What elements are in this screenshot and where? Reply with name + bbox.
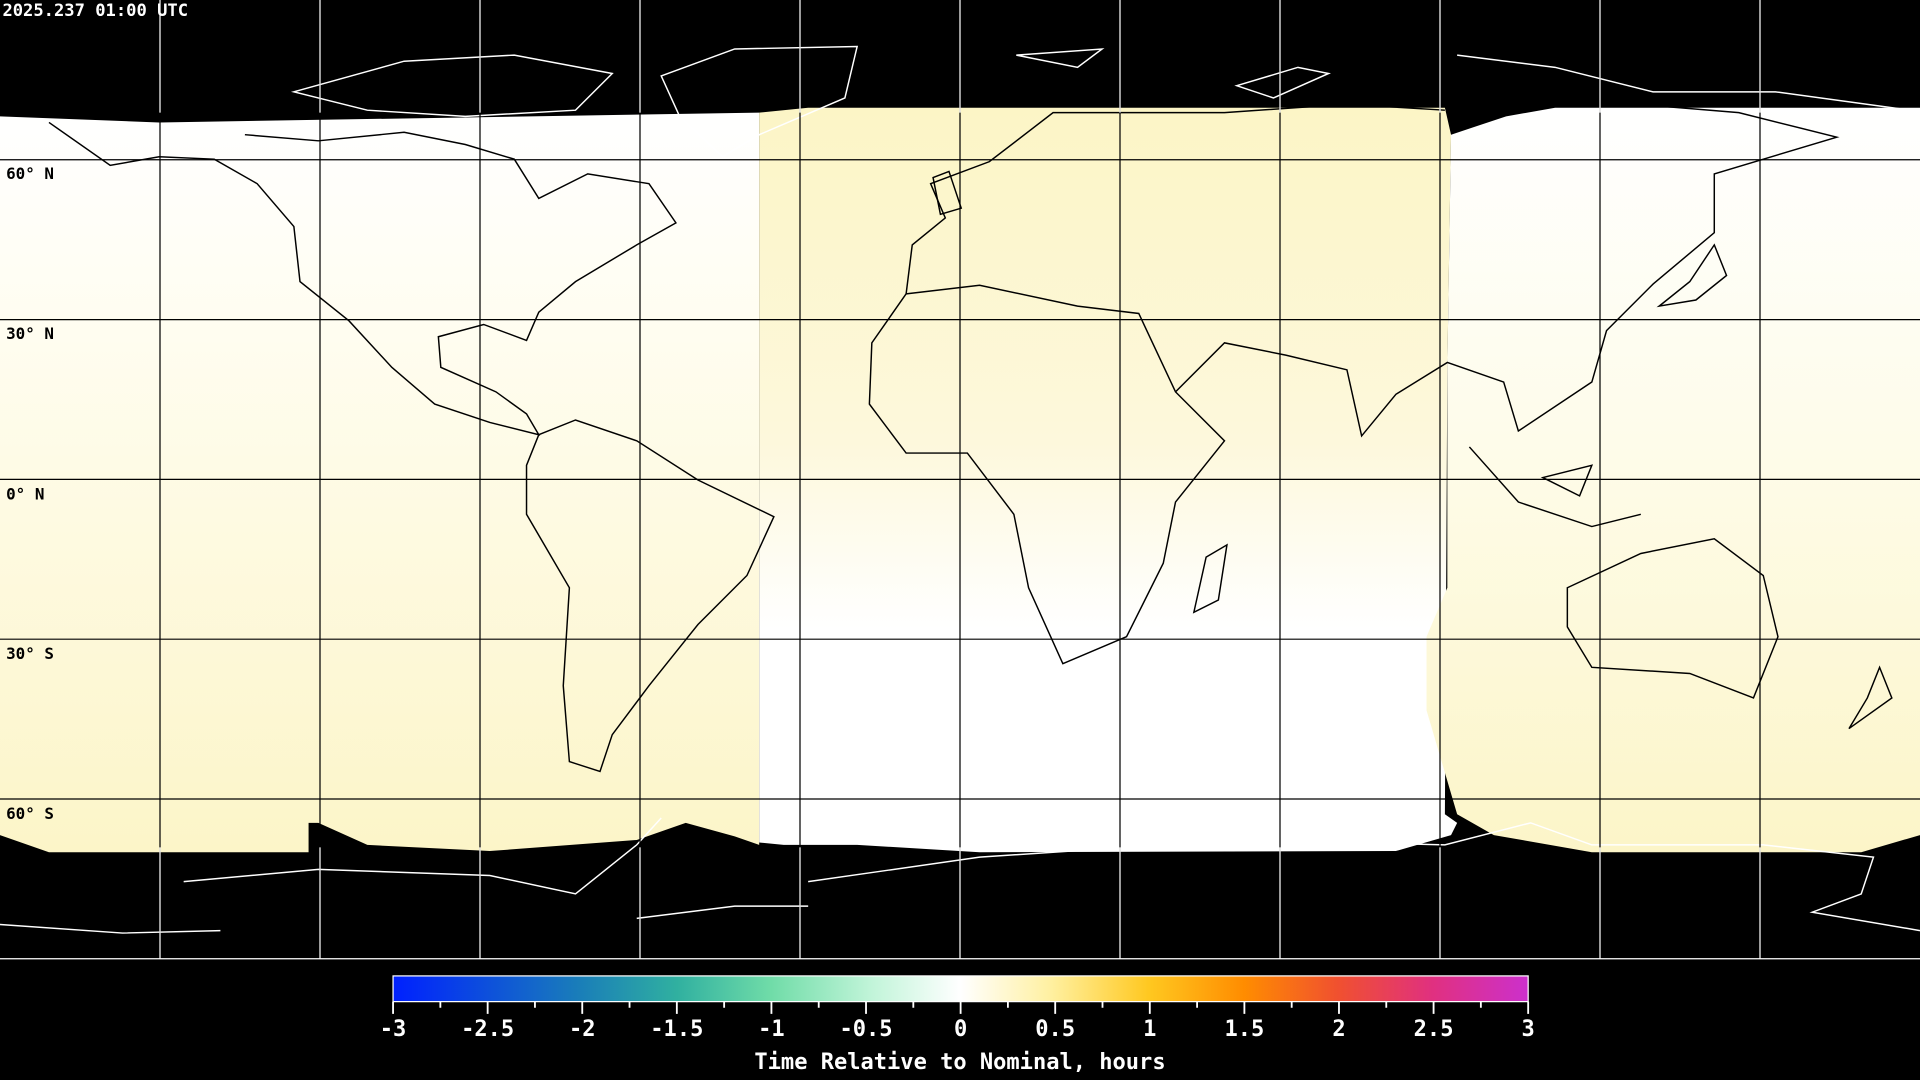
colorbar-tick-label: -1.5	[650, 1017, 703, 1042]
colorbar-tick-label: 0.5	[1035, 1017, 1075, 1042]
indonesia-outline	[1468, 446, 1641, 528]
colorbar-tick-label: 1	[1143, 1017, 1156, 1042]
colorbar-ticks: -3 -2.5 -2 -1.5 -1 -0.5 0 0.5 1 1.5 2 2.5 3	[380, 1001, 1535, 1042]
colorbar-tick-label: 2.5	[1414, 1017, 1454, 1042]
colorbar-tick-label: -1	[758, 1017, 785, 1042]
timestamp-label: 2025.237 01:00 UTC	[2, 1, 188, 21]
uk-outline	[932, 170, 963, 216]
lat-label-30n: 30° N	[6, 324, 54, 343]
lat-label-60n: 60° N	[6, 164, 54, 183]
colorbar-tick-label: -3	[380, 1017, 407, 1042]
colorbar-tick-label: 0	[954, 1017, 967, 1042]
colorbar-tick-label: -2.5	[461, 1017, 514, 1042]
coastlines	[48, 99, 1893, 773]
lat-label-60s: 60° S	[6, 804, 54, 823]
graticule	[0, 0, 1920, 960]
south-america-outline	[525, 419, 775, 773]
colorbar-tick-label: 1.5	[1224, 1017, 1264, 1042]
colorbar-title: Time Relative to Nominal, hours	[754, 1050, 1165, 1075]
coverage-region-americas	[0, 112, 760, 853]
africa-europe-asia-outline	[868, 99, 1840, 665]
colorbar	[392, 975, 1529, 1003]
north-america-outline	[48, 121, 677, 436]
japan-outline	[1656, 243, 1728, 308]
colorbar-tick-label: -0.5	[839, 1017, 892, 1042]
new-zealand-outline	[1848, 665, 1893, 730]
antarctica-outline	[0, 817, 1920, 934]
greenland-outline	[660, 45, 859, 158]
australia-outline	[1566, 537, 1779, 699]
colorbar-tick-label: 3	[1522, 1017, 1535, 1042]
coastlines-night	[0, 45, 1920, 934]
madagascar-outline	[1192, 543, 1228, 614]
lat-label-30s: 30° S	[6, 644, 54, 663]
colorbar-tick-label: -2	[569, 1017, 596, 1042]
colorbar-tick-label: 2	[1332, 1017, 1345, 1042]
lat-label-0n: 0° N	[6, 485, 44, 504]
arctic-islands-outline	[290, 48, 1911, 118]
